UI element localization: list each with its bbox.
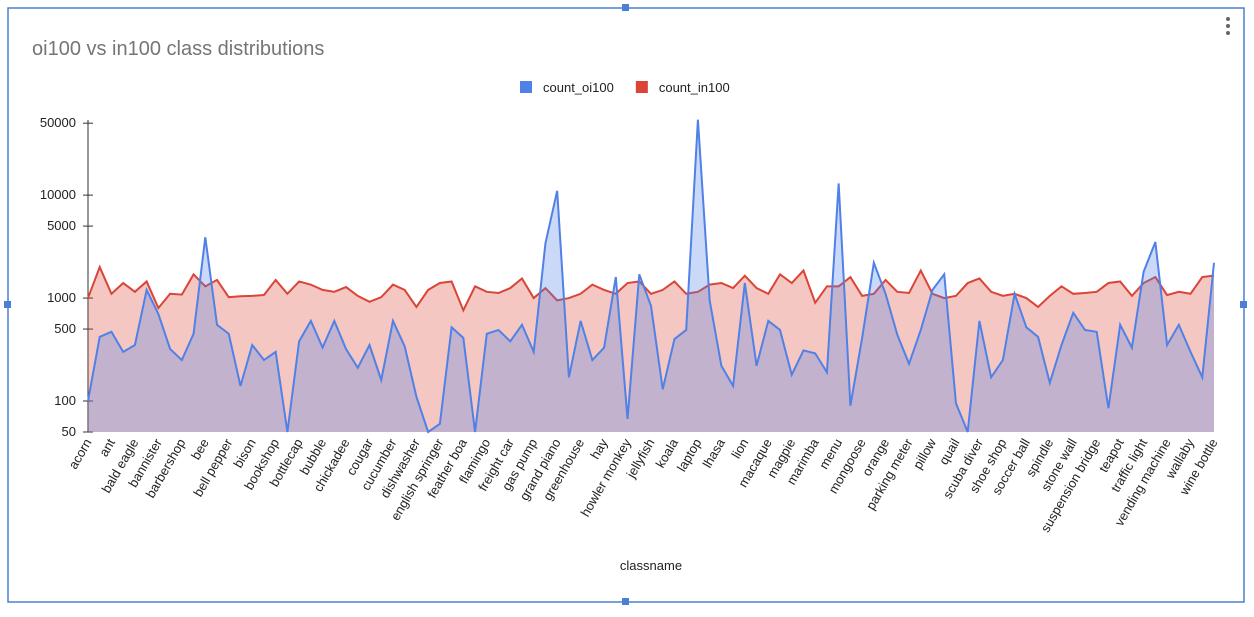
y-tick-label: 5000 <box>47 218 76 233</box>
handle <box>4 301 11 308</box>
legend-label: count_oi100 <box>543 80 614 95</box>
menu-icon[interactable] <box>1226 17 1230 35</box>
area <box>88 119 1214 433</box>
y-tick-label: 100 <box>54 393 76 408</box>
line <box>87 264 1215 313</box>
line <box>87 119 1215 434</box>
handle <box>1240 301 1247 308</box>
legend-swatch <box>635 81 648 93</box>
y-tick-label: 500 <box>54 321 76 336</box>
chart-title: oi100 vs in100 class distributions <box>32 38 324 60</box>
area <box>88 267 1214 432</box>
legend-label: count_in100 <box>659 80 730 95</box>
y-tick-label: 50000 <box>40 115 76 130</box>
legend-swatch <box>520 81 532 93</box>
handle <box>622 598 629 605</box>
y-tick-label: 50 <box>62 424 76 439</box>
x-axis-title: classname <box>620 558 682 573</box>
handle <box>622 4 629 11</box>
y-tick-label: 10000 <box>40 187 76 202</box>
y-tick-label: 1000 <box>47 290 76 305</box>
